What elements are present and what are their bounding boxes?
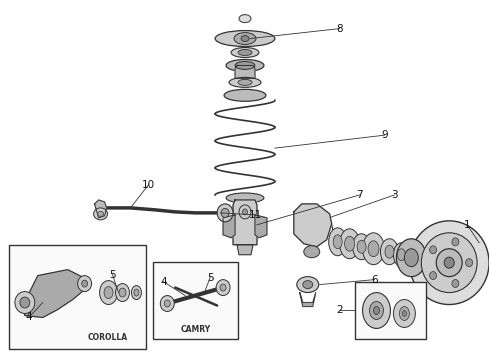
Ellipse shape bbox=[238, 80, 252, 85]
Ellipse shape bbox=[333, 235, 342, 249]
Polygon shape bbox=[294, 204, 332, 247]
Ellipse shape bbox=[239, 205, 251, 219]
Text: 9: 9 bbox=[381, 130, 388, 140]
Ellipse shape bbox=[131, 285, 142, 300]
Text: 1: 1 bbox=[464, 220, 470, 230]
Polygon shape bbox=[300, 293, 316, 306]
Ellipse shape bbox=[363, 293, 391, 328]
Ellipse shape bbox=[94, 208, 107, 220]
Ellipse shape bbox=[329, 228, 346, 256]
Ellipse shape bbox=[368, 241, 379, 257]
Ellipse shape bbox=[452, 238, 459, 246]
Ellipse shape bbox=[226, 59, 264, 71]
Ellipse shape bbox=[344, 236, 355, 251]
Ellipse shape bbox=[430, 246, 437, 254]
Ellipse shape bbox=[399, 306, 409, 320]
Ellipse shape bbox=[363, 233, 385, 265]
Ellipse shape bbox=[116, 284, 129, 302]
Ellipse shape bbox=[215, 31, 275, 46]
Ellipse shape bbox=[104, 287, 113, 298]
Bar bbox=[355, 282, 426, 339]
Text: 4: 4 bbox=[160, 276, 167, 287]
Ellipse shape bbox=[393, 300, 416, 328]
Ellipse shape bbox=[444, 257, 454, 268]
Ellipse shape bbox=[353, 234, 370, 260]
Polygon shape bbox=[237, 245, 253, 255]
Ellipse shape bbox=[77, 276, 92, 292]
Ellipse shape bbox=[404, 249, 418, 267]
Ellipse shape bbox=[234, 32, 256, 45]
Text: CAMRY: CAMRY bbox=[181, 325, 211, 334]
Ellipse shape bbox=[466, 259, 473, 267]
Ellipse shape bbox=[373, 306, 379, 315]
Text: 5: 5 bbox=[207, 273, 214, 283]
Ellipse shape bbox=[15, 292, 35, 314]
Polygon shape bbox=[23, 270, 88, 318]
Ellipse shape bbox=[297, 276, 318, 293]
Ellipse shape bbox=[160, 296, 174, 311]
Ellipse shape bbox=[393, 243, 409, 267]
Ellipse shape bbox=[402, 310, 406, 316]
Polygon shape bbox=[235, 66, 255, 78]
Ellipse shape bbox=[397, 249, 405, 261]
Ellipse shape bbox=[82, 280, 88, 287]
Bar bbox=[9, 245, 147, 349]
Text: 11: 11 bbox=[248, 210, 262, 220]
Ellipse shape bbox=[409, 221, 489, 305]
Ellipse shape bbox=[303, 280, 313, 289]
Polygon shape bbox=[255, 215, 267, 238]
Ellipse shape bbox=[243, 209, 247, 215]
Ellipse shape bbox=[221, 208, 229, 217]
Text: 6: 6 bbox=[371, 275, 378, 285]
Ellipse shape bbox=[164, 300, 171, 307]
Ellipse shape bbox=[380, 239, 398, 265]
Polygon shape bbox=[95, 200, 106, 218]
Ellipse shape bbox=[231, 48, 259, 58]
Ellipse shape bbox=[229, 77, 261, 87]
Text: 5: 5 bbox=[109, 270, 116, 280]
Ellipse shape bbox=[430, 271, 437, 280]
Ellipse shape bbox=[340, 229, 360, 259]
Ellipse shape bbox=[239, 15, 251, 23]
Ellipse shape bbox=[98, 211, 103, 216]
Ellipse shape bbox=[226, 193, 264, 203]
Ellipse shape bbox=[452, 279, 459, 288]
Ellipse shape bbox=[396, 239, 426, 276]
Ellipse shape bbox=[20, 297, 30, 308]
Ellipse shape bbox=[357, 240, 366, 253]
Polygon shape bbox=[233, 200, 257, 245]
Text: 3: 3 bbox=[391, 190, 398, 200]
Ellipse shape bbox=[224, 89, 266, 101]
Text: 2: 2 bbox=[336, 306, 343, 315]
Ellipse shape bbox=[436, 249, 462, 276]
Ellipse shape bbox=[217, 204, 233, 222]
Ellipse shape bbox=[304, 246, 319, 258]
Ellipse shape bbox=[134, 289, 139, 296]
Text: 4: 4 bbox=[25, 312, 32, 323]
Ellipse shape bbox=[241, 36, 249, 41]
Ellipse shape bbox=[99, 280, 118, 305]
Text: 8: 8 bbox=[336, 24, 343, 33]
Ellipse shape bbox=[421, 233, 477, 293]
Ellipse shape bbox=[238, 50, 252, 55]
Text: COROLLA: COROLLA bbox=[88, 333, 128, 342]
Ellipse shape bbox=[216, 280, 230, 296]
Polygon shape bbox=[223, 215, 235, 238]
Text: 10: 10 bbox=[142, 180, 155, 190]
Ellipse shape bbox=[369, 302, 384, 319]
Ellipse shape bbox=[119, 288, 126, 297]
Ellipse shape bbox=[220, 284, 226, 291]
Ellipse shape bbox=[385, 245, 394, 258]
Text: 7: 7 bbox=[356, 190, 363, 200]
Ellipse shape bbox=[235, 62, 255, 69]
Bar bbox=[153, 262, 238, 339]
